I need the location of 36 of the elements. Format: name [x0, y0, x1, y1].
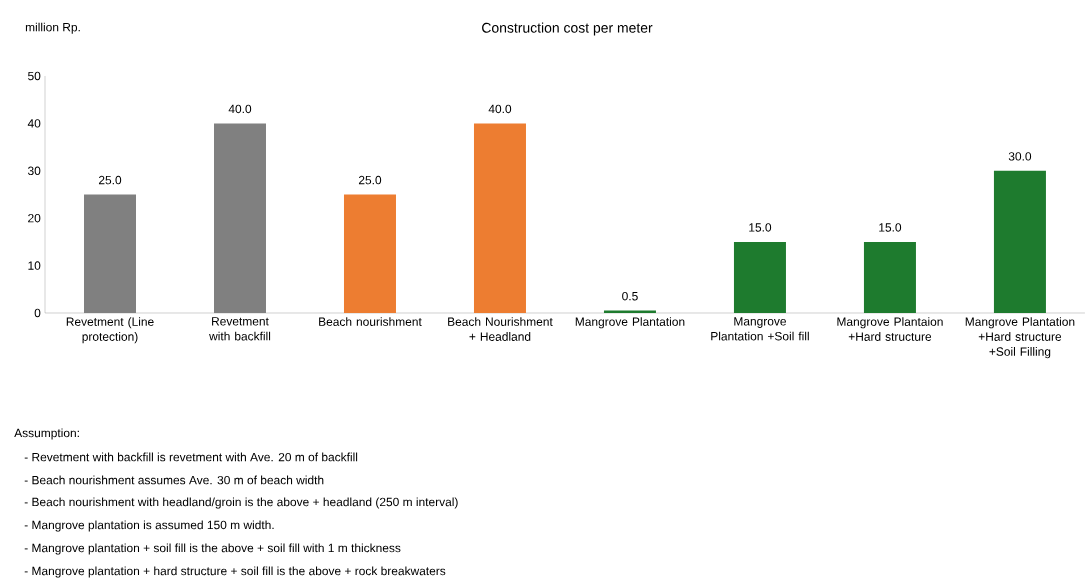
- y-tick-label: 50: [28, 71, 41, 81]
- text: - Mangrove plantation + soil fill is the above + soil fill with 1 m thickness: [24, 543, 401, 555]
- data-label: 40.0: [488, 104, 512, 114]
- data-label: 40.0: [228, 104, 252, 114]
- data-label: 25.0: [358, 175, 382, 185]
- x-tick-label: Mangrove Plantaion +Hard structure: [837, 317, 943, 341]
- data-label: 0.5: [622, 291, 638, 301]
- data-label: 15.0: [879, 223, 902, 232]
- bar: [863, 241, 916, 313]
- text: - Mangrove plantation is assumed 150 m width.: [24, 520, 274, 532]
- y-tick-label: 30: [27, 166, 41, 176]
- y-tick-label: 40: [27, 119, 41, 128]
- x-tick-label: Revetment (Line protection): [66, 317, 154, 344]
- text: - Mangrove plantation + hard structure + soil fill is the above + rock breakwaters: [24, 566, 446, 578]
- data-label: 25.0: [98, 175, 122, 185]
- x-tick-label: Revetment with backfill: [209, 317, 271, 341]
- data-label: 30.0: [1008, 152, 1032, 161]
- x-tick-label: Beach nourishment: [319, 317, 422, 326]
- bar: [733, 241, 786, 313]
- x-tick-label: Mangrove Plantation +Soil fill: [711, 317, 809, 341]
- bar: [343, 194, 396, 313]
- y-tick-label: 20: [28, 213, 41, 223]
- y-axis-title: million Rp.: [25, 22, 80, 34]
- bar: [473, 123, 526, 313]
- text: - Revetment with backfill is revetment with Ave. 20 m of backfill: [24, 452, 358, 462]
- y-tick-label: 10: [28, 261, 41, 270]
- text: - Beach nourishment assumes Ave. 30 m of beach width: [24, 475, 324, 485]
- chart-title: Construction cost per meter: [482, 22, 653, 36]
- data-label: 15.0: [749, 223, 772, 232]
- x-tick-label: Beach Nourishment + Headland: [448, 317, 553, 341]
- x-tick-label: Mangrove Plantation +Hard structure +Soil Filling: [965, 317, 1075, 359]
- text: Assumption:: [14, 428, 79, 440]
- x-tick-label: Mangrove Plantation: [575, 317, 685, 329]
- bar: [993, 170, 1046, 313]
- y-tick-label: 0: [34, 308, 41, 318]
- text: - Beach nourishment with headland/groin is the above + headland (250 m interval): [24, 497, 458, 509]
